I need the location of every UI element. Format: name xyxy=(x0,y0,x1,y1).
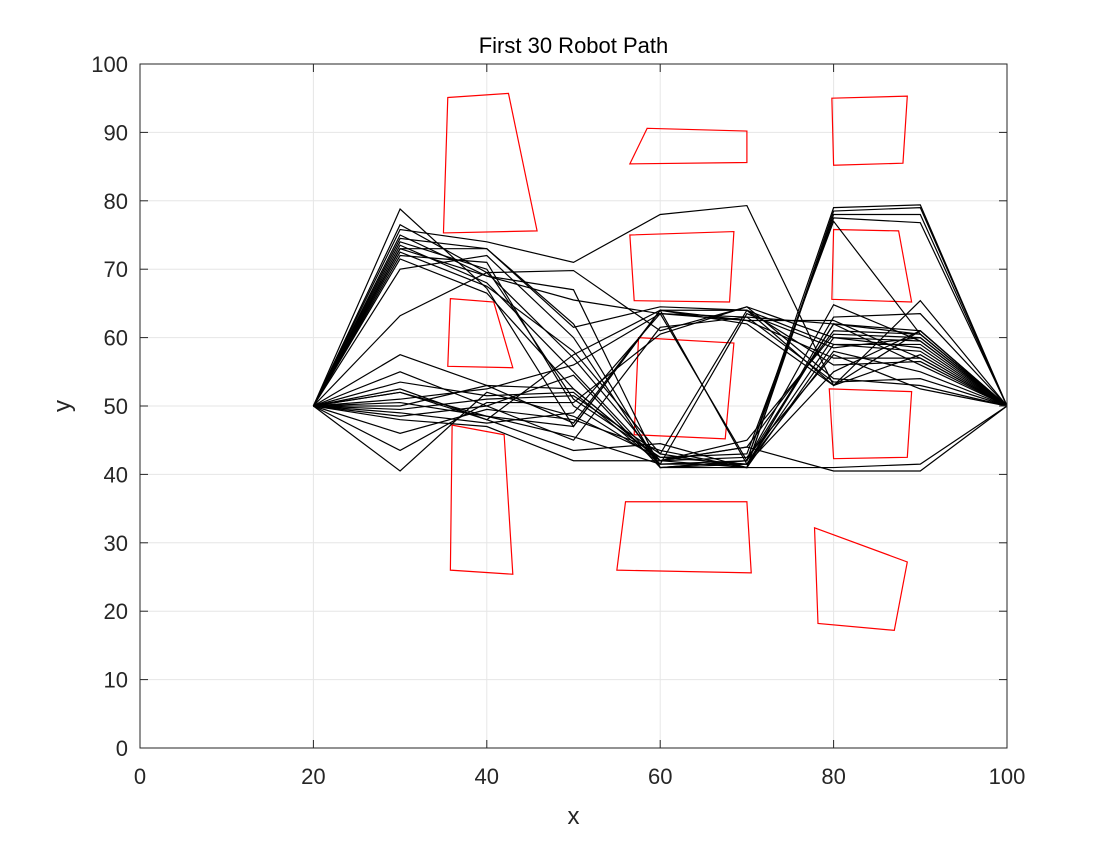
y-tick-label: 70 xyxy=(104,257,128,282)
robot-path-line xyxy=(313,306,1008,452)
grid xyxy=(139,63,1008,749)
x-tick-label: 100 xyxy=(989,764,1026,789)
robot-path-line xyxy=(313,330,1008,472)
x-axis-label: x xyxy=(568,803,580,830)
y-tick-labels: 0 10 20 30 40 50 60 70 80 90 100 xyxy=(91,52,128,761)
obstacle xyxy=(447,297,514,369)
robot-paths xyxy=(312,204,1008,472)
y-tick-label: 80 xyxy=(104,189,128,214)
y-tick-label: 100 xyxy=(91,52,128,77)
robot-path-line xyxy=(313,405,1008,472)
x-tick-label: 60 xyxy=(648,764,672,789)
y-tick-label: 0 xyxy=(116,736,128,761)
robot-path-line xyxy=(313,309,1008,421)
obstacle xyxy=(831,228,913,303)
robot-path-line xyxy=(313,316,1008,441)
obstacle xyxy=(449,424,514,575)
obstacle xyxy=(629,230,735,303)
chart-title: First 30 Robot Path xyxy=(479,33,669,58)
x-tick-label: 40 xyxy=(475,764,499,789)
robot-path-line xyxy=(313,304,1008,462)
x-tick-labels: 0 20 40 60 80 100 xyxy=(134,764,1025,789)
obstacle xyxy=(616,501,752,574)
y-tick-label: 30 xyxy=(104,531,128,556)
obstacles xyxy=(442,92,913,631)
robot-path-line xyxy=(313,405,1008,469)
robot-path-line xyxy=(313,309,1008,455)
obstacle xyxy=(442,92,538,234)
y-tick-label: 20 xyxy=(104,599,128,624)
y-tick-label: 60 xyxy=(104,326,128,351)
y-tick-label: 90 xyxy=(104,120,128,145)
x-tick-label: 20 xyxy=(301,764,325,789)
obstacle xyxy=(633,336,735,440)
robot-path-line xyxy=(313,323,1008,469)
obstacle xyxy=(813,526,908,631)
y-axis-label: y xyxy=(49,400,76,412)
x-tick-label: 0 xyxy=(134,764,146,789)
obstacle xyxy=(628,127,748,165)
ticks xyxy=(139,63,1008,749)
y-tick-label: 50 xyxy=(104,394,128,419)
robot-path-line xyxy=(312,269,1008,407)
x-tick-label: 80 xyxy=(821,764,845,789)
y-tick-label: 10 xyxy=(104,668,128,693)
obstacle xyxy=(828,388,913,460)
y-tick-label: 40 xyxy=(104,462,128,487)
obstacle xyxy=(831,95,908,166)
